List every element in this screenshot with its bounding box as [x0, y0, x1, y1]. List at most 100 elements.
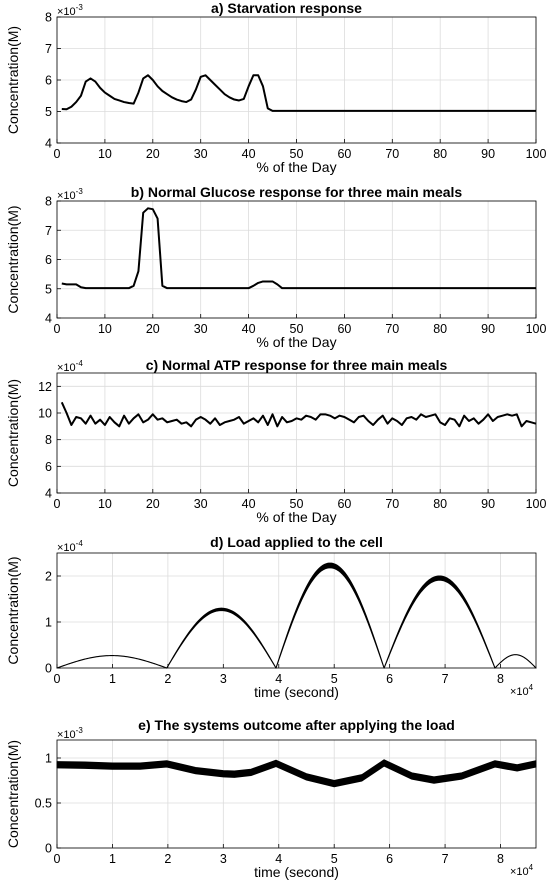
x-tick-label: 1 — [109, 672, 116, 686]
x-axis-label: % of the Day — [256, 334, 336, 350]
x-tick-label: 90 — [481, 147, 495, 161]
x-tick-label: 20 — [146, 322, 160, 336]
x-tick-label: 60 — [337, 322, 351, 336]
y-tick-label: 0.5 — [35, 797, 52, 811]
x-tick-label: 6 — [386, 672, 393, 686]
y-exponent-label: ×10-4 — [57, 539, 83, 554]
x-tick-label: 50 — [290, 497, 304, 511]
data-series-arch — [494, 654, 537, 669]
x-tick-label: 5 — [331, 672, 338, 686]
x-tick-label: 70 — [385, 497, 399, 511]
x-tick-label: 7 — [442, 852, 449, 866]
x-tick-label: 80 — [433, 147, 447, 161]
plot-frame — [56, 200, 537, 319]
y-tick-label: 7 — [45, 42, 52, 56]
x-exponent-label: ×104 — [510, 683, 534, 698]
x-tick-label: 20 — [146, 147, 160, 161]
chart-title: a) Starvation response — [211, 0, 362, 16]
x-tick-label: 50 — [290, 322, 304, 336]
x-tick-label: 40 — [242, 497, 256, 511]
x-axis-label: % of the Day — [256, 509, 336, 525]
y-tick-label: 7 — [45, 224, 52, 238]
chart-panel-e: 0 1 2 3 4 5 6 7 8 0 0.5 1 e) The systems outcome aft… — [5, 717, 537, 880]
y-axis-label: Concentration(M) — [5, 740, 21, 848]
x-tick-label: 10 — [98, 322, 112, 336]
chart-title: e) The systems outcome after applying th… — [138, 717, 455, 733]
chart-title: c) Normal ATP response for three main me… — [146, 357, 448, 373]
chart-title: b) Normal Glucose response for three mai… — [131, 184, 463, 200]
y-tick-label: 8 — [45, 11, 52, 25]
x-tick-label: 70 — [385, 147, 399, 161]
x-tick-label: 1 — [109, 852, 116, 866]
y-tick-label: 4 — [45, 487, 52, 501]
x-tick-label: 90 — [481, 497, 495, 511]
data-series-arch — [166, 607, 277, 669]
x-tick-label: 60 — [337, 147, 351, 161]
x-tick-label: 0 — [54, 322, 61, 336]
y-tick-label: 6 — [45, 460, 52, 474]
chart-panel-d: 0 1 2 3 4 5 6 7 8 0 1 2 d) Load applied to the cell ×… — [5, 534, 537, 700]
x-tick-label: 3 — [220, 852, 227, 866]
x-exponent-label: ×104 — [510, 863, 534, 878]
data-series-line — [61, 74, 536, 112]
x-tick-label: 6 — [386, 852, 393, 866]
y-axis-label: Concentration(M) — [5, 379, 21, 487]
data-series-arch — [275, 562, 385, 669]
x-axis-label: time (second) — [254, 864, 339, 880]
y-tick-label: 1 — [45, 752, 52, 766]
x-tick-label: 60 — [337, 497, 351, 511]
x-tick-label: 10 — [98, 497, 112, 511]
x-tick-label: 90 — [481, 322, 495, 336]
x-tick-label: 2 — [164, 672, 171, 686]
x-tick-label: 100 — [526, 497, 547, 511]
plot-frame — [56, 372, 537, 494]
x-tick-label: 0 — [54, 852, 61, 866]
x-tick-label: 8 — [497, 852, 504, 866]
x-tick-label: 100 — [526, 322, 547, 336]
x-tick-label: 4 — [275, 852, 282, 866]
y-tick-label: 1 — [45, 616, 52, 630]
x-tick-label: 80 — [433, 497, 447, 511]
chart-title: d) Load applied to the cell — [210, 534, 383, 550]
y-axis-label: Concentration(M) — [5, 205, 21, 313]
x-tick-label: 10 — [98, 147, 112, 161]
data-series-arch — [56, 655, 168, 669]
y-exponent-label: ×10-3 — [57, 3, 83, 18]
x-tick-label: 0 — [54, 497, 61, 511]
x-tick-label: 30 — [194, 497, 208, 511]
plot-frame — [56, 552, 537, 669]
x-tick-label: 4 — [275, 672, 282, 686]
x-tick-label: 50 — [290, 147, 304, 161]
y-tick-label: 8 — [45, 195, 52, 209]
x-tick-label: 5 — [331, 852, 338, 866]
x-tick-label: 70 — [385, 322, 399, 336]
data-series-line — [61, 207, 536, 290]
x-axis-label: % of the Day — [256, 159, 336, 175]
x-tick-label: 2 — [164, 852, 171, 866]
y-tick-label: 6 — [45, 74, 52, 88]
x-tick-label: 0 — [54, 147, 61, 161]
y-tick-label: 6 — [45, 253, 52, 267]
x-tick-label: 8 — [497, 672, 504, 686]
x-axis-label: time (second) — [254, 684, 339, 700]
chart-panel-c: 0 10 20 30 40 50 60 70 80 90 100 4 6 8 10 12 c) Normal A… — [5, 357, 546, 525]
chart-panel-a: 0 10 20 30 40 50 60 70 80 90 100 4 5 6 7 8 a) Starvation… — [5, 0, 546, 175]
y-tick-label: 8 — [45, 433, 52, 447]
y-tick-label: 12 — [38, 380, 52, 394]
y-exponent-label: ×10-4 — [57, 359, 83, 374]
chart-panel-b: 0 10 20 30 40 50 60 70 80 90 100 4 5 6 7 8 b) Normal Glu… — [5, 184, 546, 350]
x-tick-label: 100 — [526, 147, 547, 161]
y-tick-label: 10 — [38, 407, 52, 421]
y-axis-label: Concentration(M) — [5, 556, 21, 664]
plot-frame — [56, 16, 537, 144]
y-tick-label: 4 — [45, 312, 52, 326]
data-series-line — [60, 401, 537, 428]
plot-frame — [56, 739, 537, 849]
y-exponent-label: ×10-3 — [57, 726, 83, 741]
x-tick-label: 3 — [220, 672, 227, 686]
y-tick-label: 2 — [45, 570, 52, 584]
x-tick-label: 40 — [242, 322, 256, 336]
y-axis-label: Concentration(M) — [5, 26, 21, 134]
y-tick-label: 5 — [45, 282, 52, 296]
